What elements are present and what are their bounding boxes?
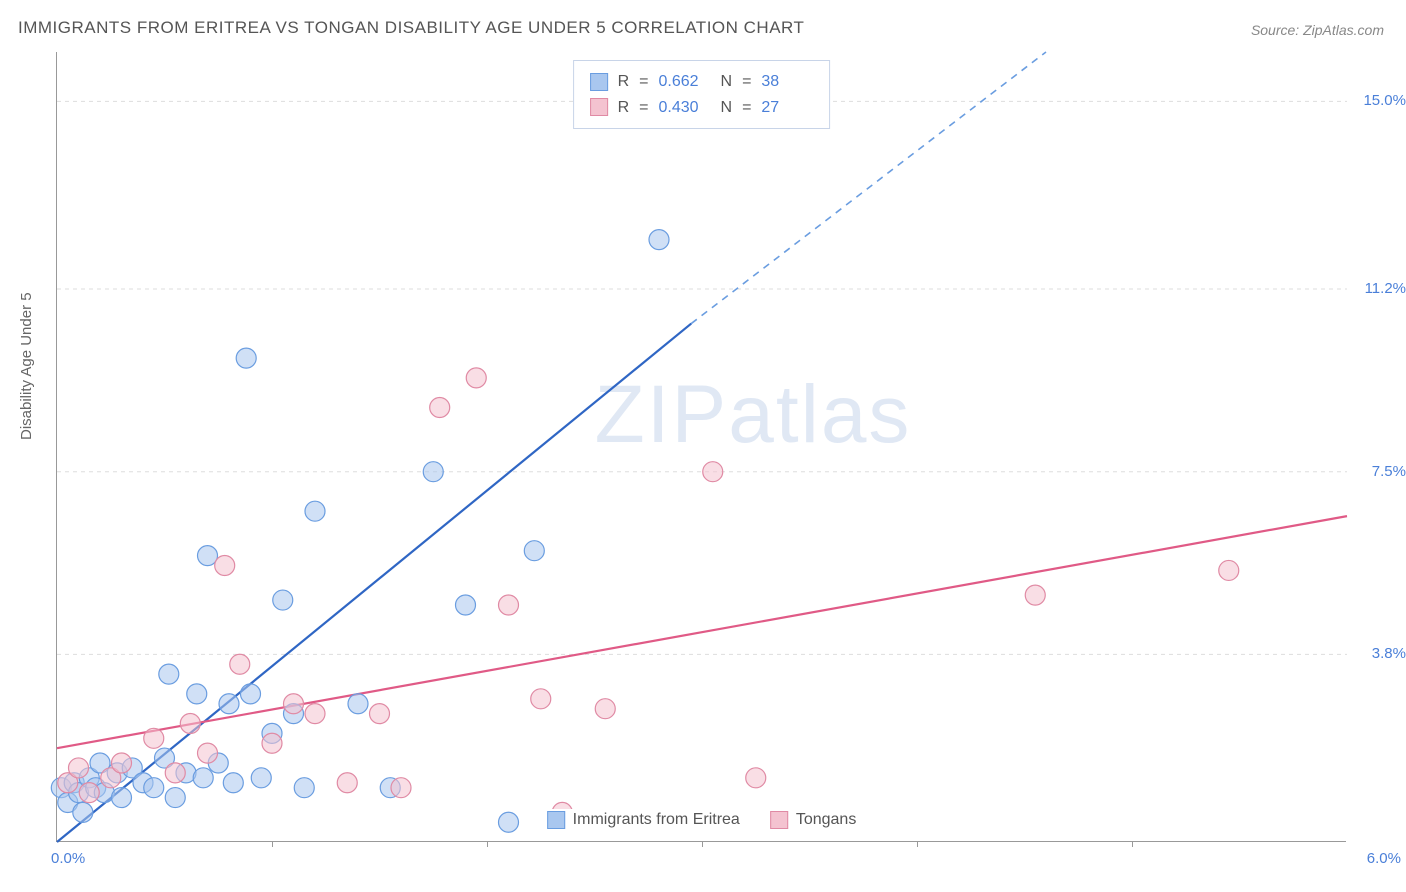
swatch-series2 [590,98,608,116]
eq-sign: = [742,95,751,121]
eq-sign: = [639,95,648,121]
y-tick: 7.5% [1351,463,1406,480]
eq-sign: = [742,69,751,95]
x-tick-mark [702,841,703,847]
y-tick: 3.8% [1351,645,1406,662]
y-axis-label: Disability Age Under 5 [18,292,35,440]
source-prefix: Source: [1251,22,1303,38]
x-tick-max: 6.0% [1367,850,1401,867]
correlation-row-series1: R = 0.662 N = 38 [590,69,814,95]
legend-item-1: Immigrants from Eritrea [547,811,740,829]
n-value-1: 38 [761,69,813,95]
n-label: N [721,95,733,121]
n-label: N [721,69,733,95]
legend-swatch-2 [770,811,788,829]
legend-label-2: Tongans [796,811,857,829]
legend-label-1: Immigrants from Eritrea [573,811,740,829]
correlation-legend-box: R = 0.662 N = 38 R = 0.430 N = 27 [573,60,831,129]
x-tick-mark [917,841,918,847]
swatch-series1 [590,73,608,91]
legend-swatch-1 [547,811,565,829]
eq-sign: = [639,69,648,95]
r-label: R [618,69,630,95]
chart-plot-area: ZIPatlas R = 0.662 N = 38 R = 0.430 N = … [56,52,1346,842]
y-tick: 15.0% [1351,92,1406,109]
source-attribution: Source: ZipAtlas.com [1251,22,1384,38]
x-tick-mark [1132,841,1133,847]
source-link[interactable]: ZipAtlas.com [1303,22,1384,38]
legend-item-2: Tongans [770,811,857,829]
n-value-2: 27 [761,95,813,121]
r-value-2: 0.430 [659,95,711,121]
x-tick-0: 0.0% [51,850,85,867]
scatter-svg [57,52,1346,841]
bottom-legend: Immigrants from Eritrea Tongans [541,809,863,831]
y-tick: 11.2% [1351,280,1406,297]
x-tick-mark [487,841,488,847]
r-value-1: 0.662 [659,69,711,95]
chart-title: IMMIGRANTS FROM ERITREA VS TONGAN DISABI… [18,18,804,38]
r-label: R [618,95,630,121]
x-tick-mark [272,841,273,847]
correlation-row-series2: R = 0.430 N = 27 [590,95,814,121]
